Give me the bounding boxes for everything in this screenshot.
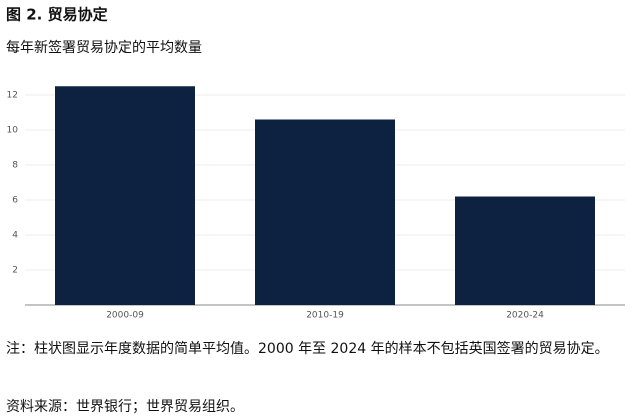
x-tick-label: 2020-24 [506, 311, 544, 321]
chart-title: 图 2. 贸易协定 [6, 6, 108, 24]
y-tick-label: 10 [7, 126, 19, 136]
y-tick-label: 4 [12, 231, 18, 241]
y-tick-label: 8 [12, 161, 18, 171]
bar [255, 119, 395, 305]
source: 资料来源：世界银行；世界贸易组织。 [6, 399, 244, 415]
x-tick-label: 2010-19 [306, 311, 344, 321]
y-tick-label: 12 [7, 91, 18, 101]
bar [455, 196, 595, 305]
x-tick-label: 2000-09 [106, 311, 144, 321]
chart-subtitle: 每年新签署贸易协定的平均数量 [6, 39, 202, 56]
chart: 图 2. 贸易协定 每年新签署贸易协定的平均数量 2 4 6 8 10 12 2000-09… [6, 6, 625, 321]
y-tick-label: 6 [12, 196, 18, 206]
note: 注：柱状图显示年度数据的简单平均值。2000 年至 2024 年的样本不包括英国… [6, 341, 609, 357]
y-tick-label: 2 [12, 266, 18, 276]
bar [55, 86, 195, 305]
